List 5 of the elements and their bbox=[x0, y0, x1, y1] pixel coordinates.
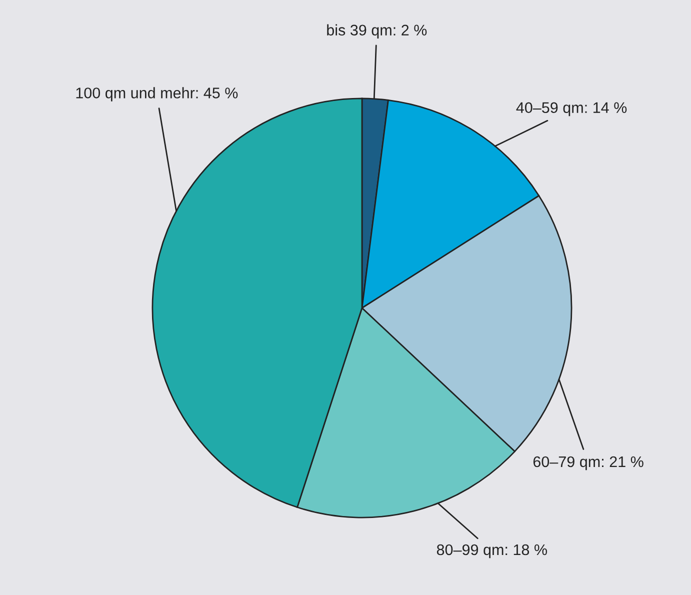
slice-label: 80–99 qm: 18 % bbox=[436, 544, 547, 558]
slice-label: 60–79 qm: 21 % bbox=[533, 456, 644, 470]
slice-label: 40–59 qm: 14 % bbox=[516, 102, 627, 116]
slice-label: 100 qm und mehr: 45 % bbox=[76, 87, 238, 102]
slice-label: bis 39 qm: 2 % bbox=[327, 24, 427, 39]
